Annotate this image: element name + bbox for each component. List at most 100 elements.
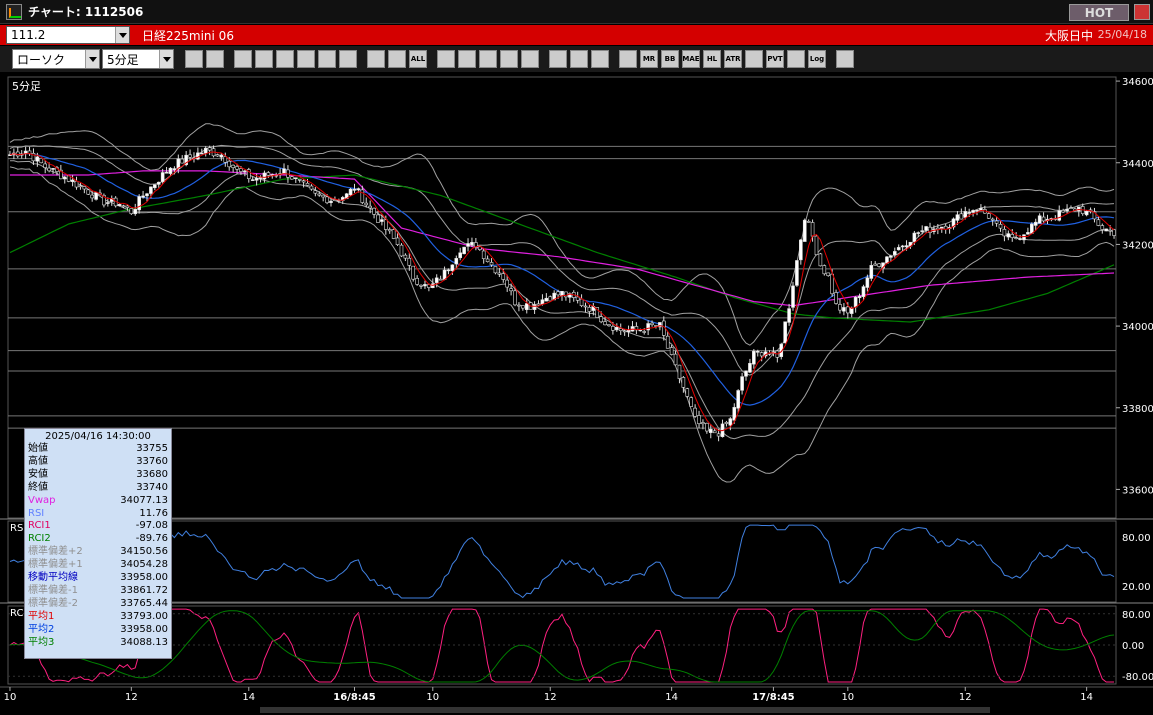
candle-body xyxy=(66,175,71,182)
toolbar-bp-icon[interactable] xyxy=(437,50,455,68)
chevron-down-icon[interactable] xyxy=(115,27,129,43)
candle-body xyxy=(685,388,690,397)
legend-value: 33958.00 xyxy=(120,572,168,584)
candle-body xyxy=(1096,219,1101,226)
toolbar-frame-icon[interactable] xyxy=(787,50,805,68)
candle-body xyxy=(924,226,928,231)
candle-body xyxy=(998,224,1003,229)
legend-row: 高値 33760 xyxy=(28,456,168,469)
candle-body xyxy=(1010,234,1015,238)
candle-body xyxy=(219,154,224,158)
toolbar-atr-icon[interactable]: ATR xyxy=(724,50,742,68)
toolbar-vr-icon[interactable] xyxy=(619,50,637,68)
toolbar-hbar-icon[interactable] xyxy=(206,50,224,68)
chevron-down-icon[interactable] xyxy=(85,50,99,68)
toolbar-cursor-icon[interactable] xyxy=(276,50,294,68)
candle-body xyxy=(70,179,75,182)
toolbar-pvt-icon[interactable]: PVT xyxy=(766,50,784,68)
candle-body xyxy=(301,180,306,183)
toolbar-zoom-in-icon[interactable] xyxy=(367,50,385,68)
candle-body xyxy=(986,213,991,219)
candle-body xyxy=(368,205,372,209)
toolbar-pb-icon[interactable] xyxy=(745,50,763,68)
candle-body xyxy=(235,166,239,170)
candle-body xyxy=(129,208,134,215)
legend-label: 平均1 xyxy=(28,610,55,622)
candle-body xyxy=(1018,238,1022,240)
candle-body xyxy=(736,390,740,409)
candle-body xyxy=(172,168,177,171)
rsi-panel-frame xyxy=(7,520,1117,603)
toolbar-gear-icon[interactable] xyxy=(549,50,567,68)
candle-body xyxy=(705,422,709,432)
vwap-line xyxy=(10,170,1115,307)
candle-body xyxy=(889,255,893,258)
legend-label: 標準偏差+1 xyxy=(28,559,83,571)
toolbar-find-icon[interactable] xyxy=(458,50,476,68)
symbol-code-select[interactable]: 111.2 xyxy=(6,26,130,44)
candle-body xyxy=(407,257,412,266)
candle-body xyxy=(724,421,729,424)
toolbar-all-icon[interactable]: ALL xyxy=(409,50,427,68)
legend-value: 34077.13 xyxy=(120,494,168,506)
candle-body xyxy=(243,170,247,173)
candle-body xyxy=(536,303,541,306)
candle-body xyxy=(348,188,353,196)
chart-type-select[interactable]: ローソク xyxy=(12,49,100,69)
legend-value: 33958.00 xyxy=(120,623,168,635)
close-icon[interactable] xyxy=(1134,4,1150,20)
candle-body xyxy=(1002,228,1007,237)
candle-body xyxy=(830,273,834,295)
candle-body xyxy=(650,322,654,325)
candle-body xyxy=(564,291,568,298)
legend-row: 移動平均線 33958.00 xyxy=(28,572,168,585)
toolbar-shape-icon[interactable] xyxy=(255,50,273,68)
toolbar-cfg-icon[interactable] xyxy=(479,50,497,68)
toolbar-trash-icon[interactable] xyxy=(339,50,357,68)
candle-body xyxy=(916,232,921,234)
candle-body xyxy=(156,181,161,185)
toolbar-memo-icon[interactable] xyxy=(318,50,336,68)
toolbar-gray-icon[interactable] xyxy=(521,50,539,68)
legend-row: RCI1 -97.08 xyxy=(28,520,168,533)
toolbar-log-icon[interactable]: Log xyxy=(808,50,826,68)
toolbar-pencil-icon[interactable] xyxy=(234,50,252,68)
rci1-line xyxy=(9,608,1114,683)
y-tick-label: 34600 xyxy=(1122,77,1153,88)
candle-body xyxy=(153,184,157,189)
legend-rows: 始値 33755 高値 33760 安値 33680 終値 33740 Vwap 34077.13… xyxy=(28,443,168,650)
candle-body xyxy=(603,321,607,326)
ma-mid-line xyxy=(9,153,1115,406)
candle-body xyxy=(102,194,106,206)
candle-body xyxy=(681,377,686,388)
legend-label: 終値 xyxy=(28,481,48,493)
candle-body xyxy=(160,172,165,182)
toolbar-plus-minus-icon[interactable] xyxy=(500,50,518,68)
legend-value: 33760 xyxy=(136,455,168,467)
toolbar-search-icon[interactable] xyxy=(185,50,203,68)
chevron-down-icon[interactable] xyxy=(159,50,173,68)
candle-body xyxy=(258,177,263,179)
candle-body xyxy=(951,218,956,228)
hot-button[interactable]: HOT xyxy=(1069,4,1129,21)
toolbar-bb-icon[interactable]: BB xyxy=(661,50,679,68)
candle-body xyxy=(920,230,924,232)
candle-body xyxy=(325,196,329,204)
toolbar-color-icon[interactable] xyxy=(591,50,609,68)
candle-body xyxy=(450,264,455,272)
legend-label: RCI1 xyxy=(28,520,51,532)
toolbar-zoom-out-icon[interactable] xyxy=(388,50,406,68)
candle-body xyxy=(939,226,944,229)
candle-body xyxy=(203,147,208,154)
toolbar-mr-icon[interactable]: MR xyxy=(640,50,658,68)
y-tick-label: 33600 xyxy=(1122,485,1153,496)
toolbar-photo-icon[interactable] xyxy=(836,50,854,68)
toolbar-tools-icon[interactable] xyxy=(570,50,588,68)
toolbar-mae-icon[interactable]: MAE xyxy=(682,50,700,68)
candle-body xyxy=(82,186,87,190)
toolbar-hl-icon[interactable]: HL xyxy=(703,50,721,68)
toolbar-fill-icon[interactable] xyxy=(297,50,315,68)
timeframe-select[interactable]: 5分足 xyxy=(102,49,174,69)
candle-body xyxy=(474,242,478,248)
legend-label: RCI2 xyxy=(28,533,51,545)
